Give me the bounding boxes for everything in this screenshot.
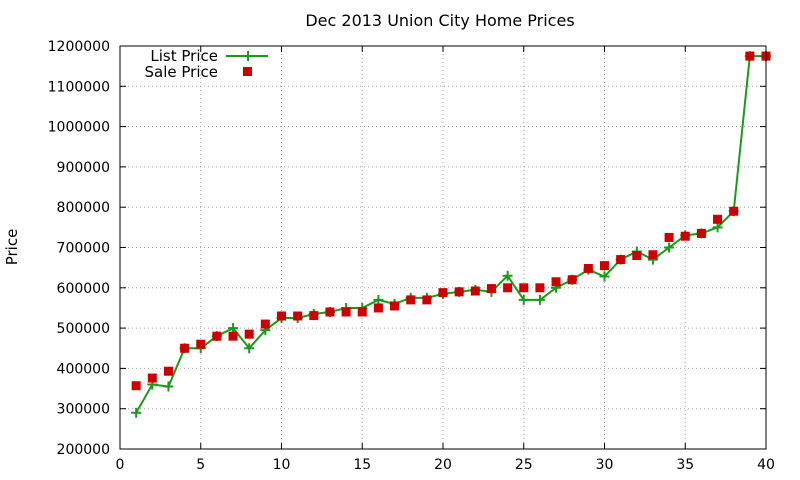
point-sale-price [551,277,561,287]
point-sale-price [390,301,400,311]
point-sale-price [131,381,141,391]
point-sale-price [309,311,319,321]
point-sale-price [519,283,529,293]
chart-title: Dec 2013 Union City Home Prices [305,11,574,30]
x-tick-label: 0 [116,457,125,473]
point-list-price [228,323,239,334]
point-sale-price [180,343,190,353]
point-sale-price [454,287,464,297]
point-sale-price [163,366,173,376]
point-sale-price [632,251,642,261]
point-sale-price [470,286,480,296]
y-tick-label: 1000000 [48,120,110,136]
x-tick-label: 5 [196,457,205,473]
point-sale-price [212,331,222,341]
point-list-price [534,294,545,305]
x-tick-label: 35 [676,457,694,473]
x-tick-label: 40 [757,457,775,473]
point-sale-price [277,311,286,321]
y-axis-label: Price [3,229,21,266]
y-ticks: 200000 300000 400000 500000 600000 700000 8000… [48,39,766,458]
point-sale-price [680,231,690,241]
legend-label-list-price: List Price [150,47,218,65]
point-sale-price [196,339,206,349]
point-sale-price [696,228,706,238]
point-sale-price [745,51,755,61]
point-list-price [163,381,174,392]
point-sale-price [228,331,238,341]
point-sale-price [713,214,723,224]
point-sale-price [341,307,351,317]
plot-area [131,51,771,418]
y-tick-label: 800000 [57,200,110,216]
legend-marker-list-price [243,51,253,61]
point-sale-price [503,283,513,293]
point-sale-price [260,319,270,329]
point-sale-price [600,261,609,271]
y-tick-label: 700000 [57,241,110,257]
point-list-price [664,242,675,253]
point-sale-price [583,263,593,273]
point-sale-price [438,288,448,298]
x-tick-label: 25 [515,457,533,473]
point-sale-price [567,275,577,285]
point-sale-price [664,232,674,242]
y-tick-label: 300000 [57,402,110,418]
point-sale-price [357,307,367,317]
point-sale-price [422,295,432,305]
point-sale-price [293,311,303,321]
x-tick-label: 30 [596,457,614,473]
series-line-list-price [135,55,766,414]
point-sale-price [244,329,254,339]
point-list-price [502,270,513,281]
point-sale-price [373,303,383,313]
point-sale-price [147,373,157,383]
point-sale-price [616,255,626,265]
y-tick-label: 200000 [57,442,110,458]
y-tick-label: 1200000 [48,39,110,55]
point-list-price [373,294,384,305]
y-tick-label: 600000 [57,281,110,297]
x-tick-label: 20 [434,457,452,473]
point-sale-price [325,307,335,317]
point-list-price [131,407,142,418]
point-sale-price [729,206,739,216]
y-tick-label: 400000 [57,361,110,377]
point-sale-price [406,295,416,305]
point-sale-price [648,250,658,260]
plot-frame [119,45,767,450]
y-tick-label: 900000 [57,160,110,176]
point-list-price [712,222,723,233]
legend: List Price Sale Price [145,47,268,81]
point-list-price [599,271,610,282]
x-tick-label: 10 [273,457,291,473]
y-tick-label: 1100000 [48,79,110,95]
point-list-price [244,343,255,354]
point-sale-price [486,284,496,294]
point-sale-price [535,283,545,293]
y-tick-label: 500000 [57,321,110,337]
x-tick-label: 15 [353,457,371,473]
point-list-price [518,294,529,305]
legend-label-sale-price: Sale Price [145,63,218,81]
legend-marker-sale-price [243,67,252,76]
